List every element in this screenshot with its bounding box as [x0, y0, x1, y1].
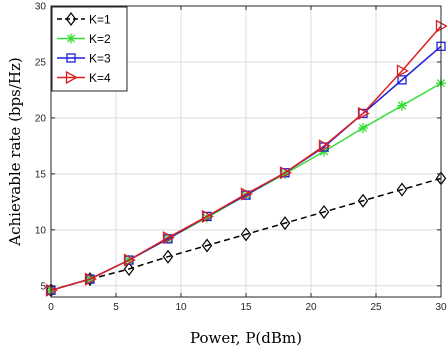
- x-tick-label: 5: [113, 302, 119, 313]
- series-layer: [45, 19, 447, 298]
- y-tick-label: 5: [40, 281, 46, 292]
- legend-marker: [66, 33, 76, 44]
- legend-label: K=2: [89, 32, 111, 46]
- legend-entry: K=2: [57, 32, 111, 46]
- legend-label: K=4: [89, 71, 111, 85]
- legend-entry: K=4: [57, 70, 111, 85]
- y-tick-label: 20: [35, 113, 47, 124]
- legend-entry: K=1: [57, 12, 111, 27]
- legend-label: K=1: [89, 13, 111, 27]
- data-point: [357, 193, 369, 208]
- data-point: [358, 122, 368, 133]
- series-line: [50, 25, 442, 292]
- data-point: [123, 253, 136, 267]
- data-point: [357, 106, 370, 121]
- data-point: [162, 249, 174, 264]
- legend: K=1 K=2 K=3 K=4: [51, 6, 128, 92]
- legend-marker: [65, 12, 77, 26]
- data-point: [240, 227, 252, 242]
- y-tick-label: 25: [35, 57, 47, 68]
- data-point: [84, 272, 97, 286]
- series-line: [50, 177, 442, 292]
- x-tick-label: 15: [240, 302, 252, 313]
- x-tick-label: 0: [48, 302, 54, 313]
- data-point: [202, 212, 212, 223]
- x-tick-label: 30: [435, 302, 447, 313]
- x-axis-label: Power, P(dBm): [190, 329, 302, 347]
- data-point: [201, 238, 213, 253]
- data-point: [318, 204, 330, 219]
- legend-marker: [65, 70, 78, 85]
- data-point: [279, 166, 292, 180]
- data-point: [396, 182, 408, 197]
- legend-label: K=3: [89, 52, 111, 66]
- data-point: [396, 64, 409, 78]
- x-tick-label: 10: [175, 302, 187, 313]
- y-tick-label: 15: [35, 169, 47, 180]
- data-point: [397, 100, 407, 111]
- data-point: [162, 231, 175, 245]
- data-point: [201, 209, 214, 224]
- series-3: [45, 19, 447, 297]
- data-point: [123, 262, 135, 277]
- legend-marker: [66, 53, 76, 63]
- y-tick-label: 30: [35, 2, 47, 13]
- data-point: [318, 139, 331, 153]
- y-axis-label: Achievable rate (bps/Hz): [6, 57, 24, 246]
- legend-entry: K=3: [57, 52, 111, 66]
- x-tick-label: 20: [305, 302, 317, 313]
- data-point: [240, 187, 253, 201]
- data-point: [279, 216, 291, 231]
- data-point: [280, 168, 290, 179]
- x-tick-label: 25: [370, 302, 382, 313]
- y-tick-label: 10: [35, 225, 47, 236]
- data-point: [397, 75, 407, 85]
